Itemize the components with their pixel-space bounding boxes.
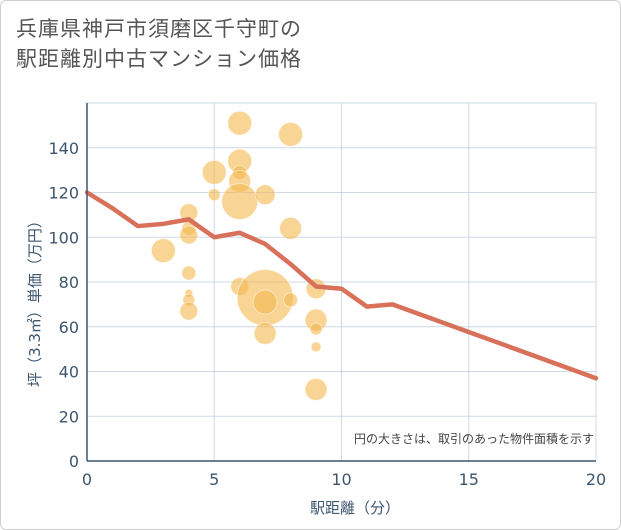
x-tick-label: 20	[586, 470, 606, 489]
data-bubble	[181, 265, 197, 281]
y-tick-label: 80	[59, 273, 79, 292]
data-bubble	[254, 184, 276, 206]
data-bubble	[252, 289, 278, 315]
data-bubble	[179, 225, 199, 245]
data-bubble	[207, 188, 221, 202]
chart-title-line1: 兵庫県神戸市須磨区千守町の	[16, 17, 302, 41]
x-axis-label: 駅距離（分）	[310, 499, 400, 517]
x-tick-label: 0	[82, 470, 92, 489]
chart-title-line2: 駅距離別中古マンション価格	[16, 47, 302, 71]
x-tick-label: 15	[459, 470, 479, 489]
data-bubble	[221, 182, 259, 220]
data-bubble	[201, 159, 227, 185]
size-note: 円の大きさは、取引のあった物件面積を示す	[354, 431, 594, 446]
axes: 0 20 40 60 80 100 120 140 0 5 10 15 20	[48, 103, 606, 489]
x-tick-label: 5	[209, 470, 219, 489]
y-axis-label: 坪（3.3㎡）単価（万円）	[26, 213, 44, 387]
data-bubble	[278, 121, 304, 147]
data-bubble	[279, 216, 303, 240]
grid-lines	[86, 102, 597, 462]
data-bubble	[150, 238, 176, 264]
y-tick-label: 40	[59, 363, 79, 382]
y-tick-label: 140	[48, 139, 79, 158]
y-tick-label: 0	[69, 452, 79, 471]
data-bubble	[227, 110, 253, 136]
data-bubble	[310, 341, 322, 353]
y-tick-label: 60	[59, 318, 79, 337]
average-price-line	[84, 190, 599, 381]
trend-line-layer	[84, 190, 599, 381]
x-tick-label: 10	[331, 470, 351, 489]
data-bubble	[304, 377, 328, 401]
y-tick-label: 20	[59, 407, 79, 426]
data-bubble	[283, 292, 299, 308]
data-bubble	[253, 321, 277, 345]
data-bubble	[309, 322, 323, 336]
data-bubble	[179, 301, 199, 321]
bubble-layer	[150, 110, 328, 401]
chart-title: 兵庫県神戸市須磨区千守町の 駅距離別中古マンション価格	[16, 14, 302, 74]
y-tick-label: 120	[48, 184, 79, 203]
y-tick-label: 100	[48, 228, 79, 247]
